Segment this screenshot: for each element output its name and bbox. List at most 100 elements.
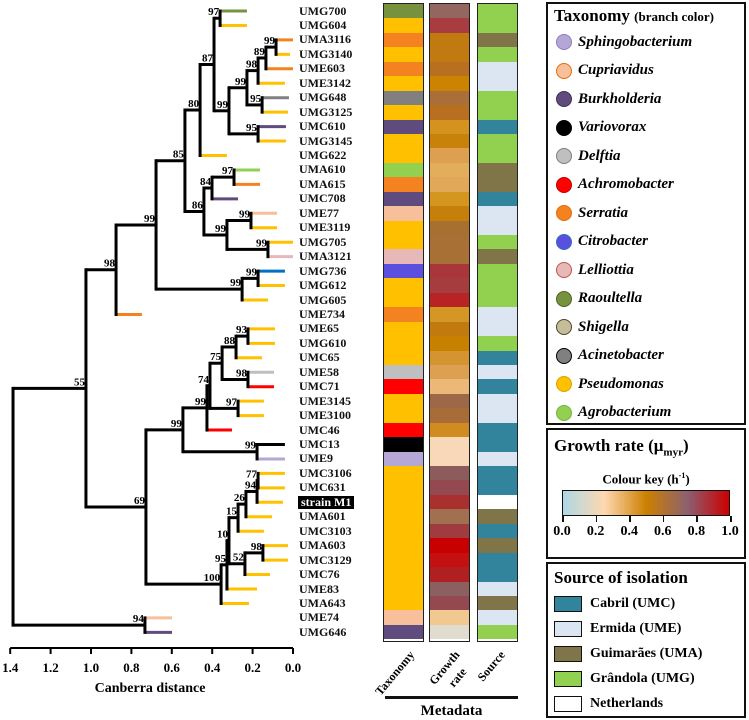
bootstrap-value: 97	[208, 6, 220, 18]
leaf-label: UME83	[299, 581, 339, 596]
colour-key-tick-label: 1.0	[721, 524, 739, 539]
taxonomy-legend-label: Sphingobacterium	[578, 33, 693, 50]
bootstrap-value: 77	[246, 469, 258, 481]
bootstrap-value: 99	[235, 76, 247, 88]
axis-tick-label: 0.0	[285, 660, 301, 675]
leaf-label: UMC46	[299, 422, 340, 437]
taxonomy-legend-label: Shigella	[578, 318, 629, 335]
taxonomy-legend-item: Serratia	[556, 202, 628, 224]
growth-rate-cell	[430, 47, 469, 62]
bootstrap-value: 99	[256, 237, 268, 249]
leaf-label: UME3100	[299, 408, 351, 423]
taxonomy-cell	[384, 105, 423, 120]
taxonomy-legend-item: Citrobacter	[556, 231, 648, 253]
leaf-label: UMG605	[299, 292, 347, 307]
taxonomy-legend-label: Acinetobacter	[578, 347, 664, 363]
bootstrap-value: 93	[236, 324, 248, 336]
source-cell	[478, 336, 517, 351]
source-cell	[478, 119, 517, 134]
source-cell	[478, 249, 517, 264]
source-cell	[478, 451, 517, 466]
growth-rate-cell	[430, 292, 469, 308]
taxonomy-cell	[384, 76, 423, 91]
leaf-label: strain M1	[298, 495, 355, 509]
legend-swatch-icon	[556, 376, 572, 392]
taxonomy-cell	[384, 90, 423, 106]
colour-key-tick-label: 0.6	[654, 524, 672, 539]
leaf-label: UMC3106	[299, 465, 352, 480]
colour-key-tick-label: 0.4	[620, 524, 638, 539]
taxonomy-legend-item: Cupriavidus	[556, 60, 654, 82]
legend-swatch-icon	[556, 205, 572, 221]
growth-rate-cell	[430, 206, 469, 221]
growth-legend-title-end: )	[682, 436, 689, 455]
legend-swatch-icon	[554, 596, 582, 612]
bootstrap-value: 75	[210, 351, 222, 363]
taxonomy-cell	[384, 220, 423, 235]
leaf-label: UME734	[299, 306, 345, 321]
growth-rate-cell	[430, 90, 469, 106]
growth-rate-cell	[430, 364, 469, 380]
axis-tick-label: 0.2	[244, 660, 260, 675]
taxonomy-cell	[384, 466, 423, 481]
taxonomy-legend-title: Taxonomy	[554, 6, 630, 25]
dendrogram: 9799899895999599878097849999998685999999…	[11, 6, 293, 634]
bootstrap-value: 52	[233, 552, 245, 564]
taxonomy-cell	[384, 4, 423, 19]
source-cell	[478, 177, 517, 192]
taxonomy-legend-item: Shigella	[556, 316, 629, 338]
source-cell	[478, 523, 517, 539]
taxonomy-cell	[384, 278, 423, 293]
source-cell	[478, 220, 517, 235]
taxonomy-cell	[384, 422, 423, 438]
taxonomy-cell	[384, 263, 423, 279]
source-cell	[478, 552, 517, 568]
taxonomy-cell	[384, 47, 423, 62]
taxonomy-legend-item: Agrobacterium	[556, 402, 671, 424]
taxonomy-legend-item: Variovorax	[556, 117, 646, 139]
taxonomy-cell	[384, 523, 423, 539]
legend-swatch-icon	[556, 319, 572, 335]
source-legend-item: Ermida (UME)	[554, 618, 681, 640]
growth-rate-cell	[430, 61, 469, 77]
source-legend-label: Cabril (UMC)	[590, 596, 676, 611]
taxonomy-legend-item: Acinetobacter	[556, 345, 664, 367]
leaf-label: UMG3140	[299, 46, 353, 61]
legend-swatch-icon	[554, 621, 582, 637]
bootstrap-value: 100	[204, 572, 221, 584]
taxonomy-cell	[384, 552, 423, 568]
bootstrap-value: 99	[144, 213, 156, 225]
source-cell	[478, 350, 517, 365]
growth-rate-cell	[430, 538, 469, 553]
source-legend-label: Grândola (UMG)	[590, 671, 695, 686]
taxonomy-legend-label: Achromobacter	[578, 176, 674, 192]
legend-swatch-icon	[556, 347, 572, 364]
taxonomy-cell	[384, 18, 423, 33]
taxonomy-legend-label: Agrobacterium	[578, 404, 672, 420]
growth-rate-cell	[430, 379, 469, 394]
taxonomy-cell	[384, 235, 423, 250]
source-cell	[478, 4, 517, 19]
source-cell	[478, 148, 517, 163]
growth-rate-cell	[430, 595, 469, 611]
legend-swatch-icon	[556, 262, 572, 278]
taxonomy-legend-label: Serratia	[578, 204, 629, 221]
source-legend-label: Ermida (UME)	[590, 621, 682, 636]
leaf-label: UMA3116	[299, 32, 351, 47]
taxonomy-cell	[384, 177, 423, 192]
taxonomy-legend-item: Delftia	[556, 145, 621, 167]
leaf-label: UMC76	[299, 567, 340, 582]
growth-rate-cell	[430, 437, 469, 452]
source-cell	[478, 90, 517, 106]
taxonomy-cell	[384, 162, 423, 178]
taxonomy-legend-item: Raoultella	[556, 288, 642, 310]
growth-rate-cell	[430, 278, 469, 293]
colour-key-tick	[629, 516, 631, 522]
source-cell	[478, 32, 517, 48]
taxonomy-legend-label: Lelliottia	[578, 261, 634, 278]
leaf-label: UMG610	[299, 335, 347, 350]
bootstrap-value: 74	[198, 374, 210, 386]
taxonomy-legend-item: Burkholderia	[556, 88, 661, 110]
source-cell	[478, 567, 517, 582]
source-cell	[478, 307, 517, 322]
